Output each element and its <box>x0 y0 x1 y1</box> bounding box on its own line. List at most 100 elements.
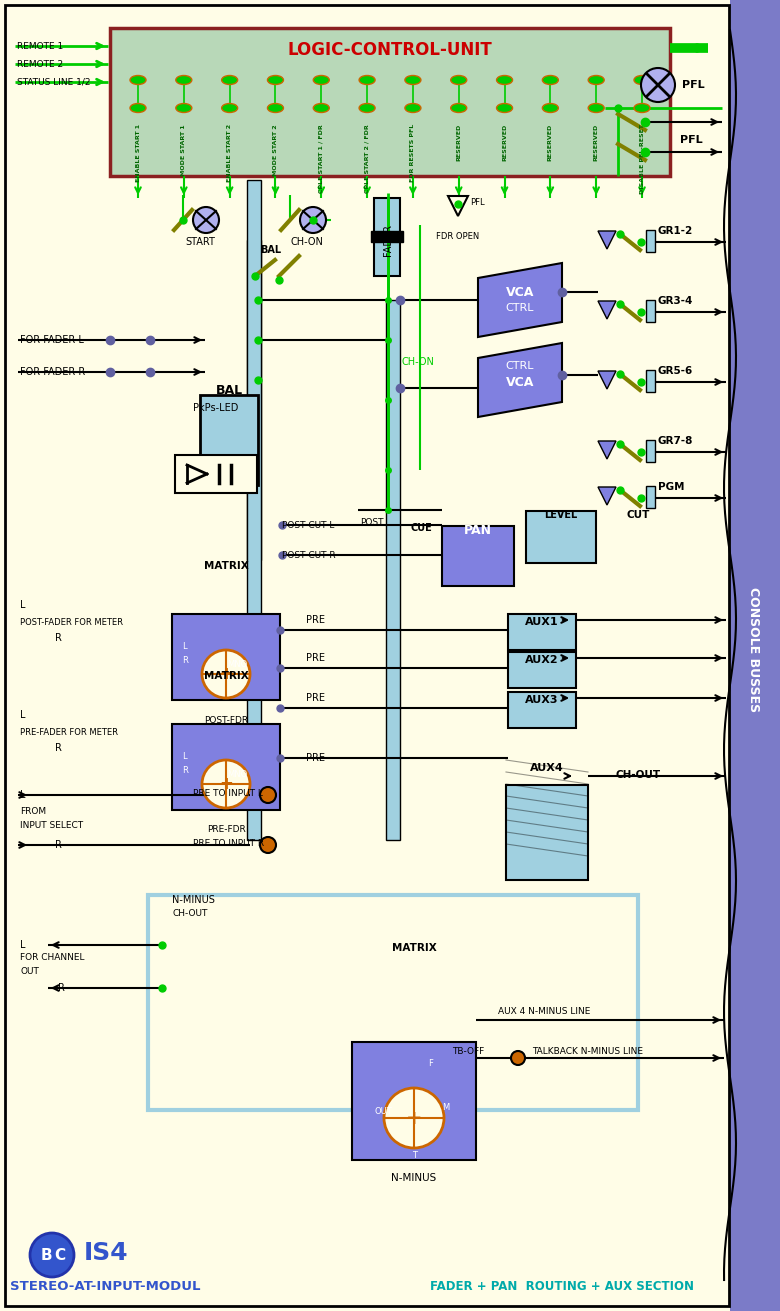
Bar <box>200 395 258 485</box>
Text: FDR RESETS PFL: FDR RESETS PFL <box>410 125 416 182</box>
Ellipse shape <box>268 104 283 113</box>
Text: GR1-2: GR1-2 <box>658 225 693 236</box>
Text: MNO: MNO <box>227 770 247 779</box>
Text: GR7-8: GR7-8 <box>658 437 693 446</box>
Text: CUE: CUE <box>410 523 432 534</box>
Polygon shape <box>598 440 616 459</box>
Text: MNO: MNO <box>227 659 247 669</box>
Bar <box>526 511 596 562</box>
Text: L: L <box>20 940 26 950</box>
Bar <box>247 180 261 840</box>
Text: CH-ON: CH-ON <box>291 237 324 246</box>
Text: POST CUT R: POST CUT R <box>282 551 335 560</box>
Text: R: R <box>55 633 62 642</box>
Bar <box>508 614 576 650</box>
Text: LOGIC-CONTROL-UNIT: LOGIC-CONTROL-UNIT <box>288 41 492 59</box>
Circle shape <box>30 1234 74 1277</box>
Text: STEREO-AT-INPUT-MODUL: STEREO-AT-INPUT-MODUL <box>10 1281 200 1294</box>
Bar <box>508 692 576 728</box>
Bar <box>386 300 400 840</box>
Circle shape <box>260 836 276 853</box>
Text: CTRL: CTRL <box>505 361 534 371</box>
Polygon shape <box>598 486 616 505</box>
Ellipse shape <box>314 104 329 113</box>
Ellipse shape <box>405 104 421 113</box>
Text: R: R <box>182 766 188 775</box>
Text: CPLE START 2 / FDR: CPLE START 2 / FDR <box>364 125 370 193</box>
Bar <box>646 440 655 461</box>
Text: MATRIX: MATRIX <box>204 561 248 572</box>
Text: N-MINUS: N-MINUS <box>172 895 214 905</box>
Bar <box>172 614 280 700</box>
Ellipse shape <box>130 76 146 84</box>
Polygon shape <box>448 197 468 216</box>
Bar <box>247 240 261 560</box>
Text: MODE START 2: MODE START 2 <box>273 125 278 176</box>
Text: L: L <box>20 600 26 610</box>
Text: FOR CHANNEL: FOR CHANNEL <box>20 953 84 962</box>
Circle shape <box>384 1088 444 1148</box>
Text: FADER: FADER <box>383 224 393 256</box>
Text: POST: POST <box>360 518 384 527</box>
Text: PFL: PFL <box>680 135 703 146</box>
Ellipse shape <box>130 104 146 113</box>
Text: R: R <box>55 840 62 850</box>
Text: OUT: OUT <box>20 966 39 975</box>
Ellipse shape <box>588 104 604 113</box>
Polygon shape <box>478 264 562 337</box>
Text: PRE: PRE <box>306 615 325 625</box>
Text: L: L <box>182 641 186 650</box>
Text: GR3-4: GR3-4 <box>658 296 693 305</box>
Text: R: R <box>58 983 65 992</box>
Circle shape <box>193 207 219 233</box>
Text: PGM: PGM <box>658 482 685 492</box>
Text: FOR FADER-R: FOR FADER-R <box>20 367 85 378</box>
Ellipse shape <box>222 76 238 84</box>
Text: R: R <box>182 656 188 665</box>
Text: CPLE START 1 / FDR: CPLE START 1 / FDR <box>319 125 324 193</box>
Text: RESERVED: RESERVED <box>548 125 553 161</box>
Text: IS4: IS4 <box>84 1242 129 1265</box>
Text: INPUT SELECT: INPUT SELECT <box>20 821 83 830</box>
Ellipse shape <box>542 104 558 113</box>
Circle shape <box>300 207 326 233</box>
Text: CONSOLE BUSSES: CONSOLE BUSSES <box>747 587 760 713</box>
Bar <box>371 231 403 243</box>
Text: AUX2: AUX2 <box>525 656 558 665</box>
Text: FADER + PAN  ROUTING + AUX SECTION: FADER + PAN ROUTING + AUX SECTION <box>430 1281 694 1294</box>
Polygon shape <box>598 371 616 389</box>
Ellipse shape <box>451 76 466 84</box>
Text: PFL: PFL <box>470 198 484 207</box>
Text: MATRIX: MATRIX <box>392 943 436 953</box>
Text: AUX3: AUX3 <box>525 695 558 705</box>
Text: PRE: PRE <box>306 694 325 703</box>
Text: POST CUT L: POST CUT L <box>282 520 335 530</box>
Ellipse shape <box>222 104 238 113</box>
Text: CH-OUT: CH-OUT <box>616 770 661 780</box>
Bar <box>172 724 280 810</box>
Ellipse shape <box>359 104 375 113</box>
Text: STATUS LINE 1/2: STATUS LINE 1/2 <box>17 77 90 87</box>
Text: DISABLE PFL-RESET: DISABLE PFL-RESET <box>640 125 644 194</box>
Text: PRE TO INPUT R: PRE TO INPUT R <box>193 839 264 847</box>
Text: REMOTE 2: REMOTE 2 <box>17 59 63 68</box>
Text: GR5-6: GR5-6 <box>658 366 693 376</box>
Text: L: L <box>182 751 186 760</box>
Ellipse shape <box>634 76 650 84</box>
Ellipse shape <box>176 104 192 113</box>
Ellipse shape <box>542 76 558 84</box>
Text: +: + <box>219 775 233 793</box>
Text: PRE: PRE <box>306 753 325 763</box>
Circle shape <box>260 787 276 804</box>
Text: L: L <box>20 711 26 720</box>
Text: CTRL: CTRL <box>505 303 534 313</box>
Circle shape <box>511 1051 525 1065</box>
Text: PRE TO INPUT L: PRE TO INPUT L <box>193 788 263 797</box>
Text: BAL: BAL <box>261 245 282 256</box>
Circle shape <box>202 760 250 808</box>
Ellipse shape <box>314 76 329 84</box>
Text: POST-FADER FOR METER: POST-FADER FOR METER <box>20 617 123 627</box>
Text: PRE: PRE <box>306 653 325 663</box>
Text: R: R <box>55 743 62 753</box>
Text: PkPs-LED: PkPs-LED <box>193 402 239 413</box>
